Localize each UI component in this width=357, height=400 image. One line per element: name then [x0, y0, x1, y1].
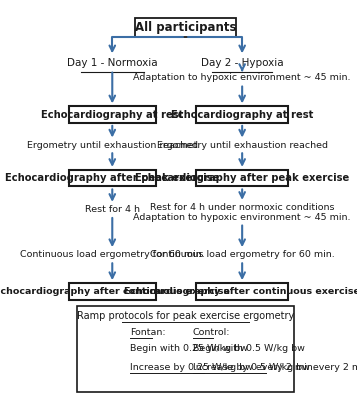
Text: Rest for 4 h: Rest for 4 h	[85, 205, 140, 214]
Text: Continuous load ergometry for 60 min.: Continuous load ergometry for 60 min.	[20, 250, 205, 259]
FancyBboxPatch shape	[77, 306, 294, 392]
FancyBboxPatch shape	[69, 170, 156, 186]
Text: Ramp protocols for peak exercise ergometry: Ramp protocols for peak exercise ergomet…	[77, 311, 294, 321]
Text: Control:: Control:	[193, 328, 230, 336]
Text: Ergometry until exhaustion reached: Ergometry until exhaustion reached	[27, 141, 198, 150]
Text: Begin with 0.5 W/kg bw: Begin with 0.5 W/kg bw	[193, 344, 305, 353]
FancyBboxPatch shape	[196, 106, 288, 123]
FancyBboxPatch shape	[135, 18, 236, 37]
FancyBboxPatch shape	[69, 283, 156, 300]
Text: Increase by 0.5 W/kg bw every 2 min.: Increase by 0.5 W/kg bw every 2 min.	[193, 363, 357, 372]
Text: Echocardiography after continuous exercise: Echocardiography after continuous exerci…	[124, 287, 357, 296]
Text: Ergometry until exhaustion reached: Ergometry until exhaustion reached	[157, 141, 328, 150]
FancyBboxPatch shape	[69, 106, 156, 123]
Text: Day 1 - Normoxia: Day 1 - Normoxia	[67, 58, 157, 68]
Text: Echocardiography at rest: Echocardiography at rest	[171, 110, 313, 120]
Text: Increase by 0.25 W/kg bw every 2 min.: Increase by 0.25 W/kg bw every 2 min.	[130, 363, 316, 372]
Text: Echocardiography after peak exercise: Echocardiography after peak exercise	[135, 173, 349, 183]
Text: Echocardiography at rest: Echocardiography at rest	[41, 110, 183, 120]
Text: Continuous load ergometry for 60 min.: Continuous load ergometry for 60 min.	[150, 250, 335, 259]
FancyBboxPatch shape	[196, 170, 288, 186]
Text: Fontan:: Fontan:	[130, 328, 166, 336]
FancyBboxPatch shape	[196, 283, 288, 300]
Text: Day 2 - Hypoxia: Day 2 - Hypoxia	[201, 58, 283, 68]
Text: Begin with 0.25 W/kg bw: Begin with 0.25 W/kg bw	[130, 344, 248, 353]
Text: Adaptation to hypoxic environment ~ 45 min.: Adaptation to hypoxic environment ~ 45 m…	[134, 73, 351, 82]
Text: Rest for 4 h under normoxic conditions
Adaptation to hypoxic environment ~ 45 mi: Rest for 4 h under normoxic conditions A…	[134, 203, 351, 222]
Text: Echocardiography after continuous exercise: Echocardiography after continuous exerci…	[0, 287, 230, 296]
Text: Echocardiography after peak exercise: Echocardiography after peak exercise	[5, 173, 220, 183]
Text: All participants: All participants	[135, 21, 236, 34]
